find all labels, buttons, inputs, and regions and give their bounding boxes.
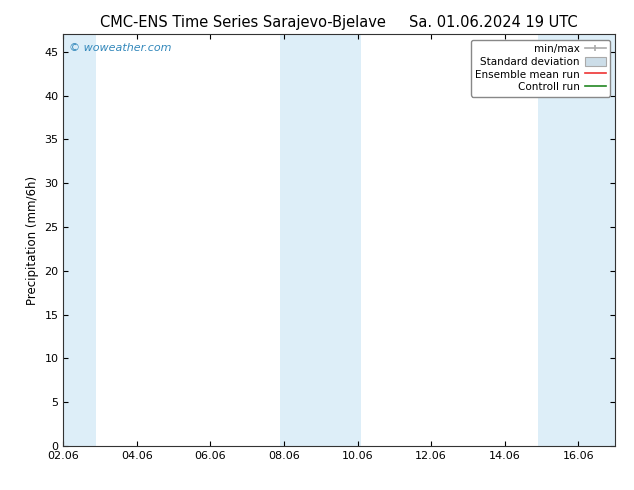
Legend: min/max, Standard deviation, Ensemble mean run, Controll run: min/max, Standard deviation, Ensemble me…	[470, 40, 610, 97]
Y-axis label: Precipitation (mm/6h): Precipitation (mm/6h)	[26, 175, 39, 305]
Bar	[280, 34, 361, 446]
Bar	[538, 34, 615, 446]
Bar	[63, 34, 96, 446]
Text: © woweather.com: © woweather.com	[69, 43, 171, 52]
Title: CMC-ENS Time Series Sarajevo-Bjelave     Sa. 01.06.2024 19 UTC: CMC-ENS Time Series Sarajevo-Bjelave Sa.…	[100, 15, 578, 30]
